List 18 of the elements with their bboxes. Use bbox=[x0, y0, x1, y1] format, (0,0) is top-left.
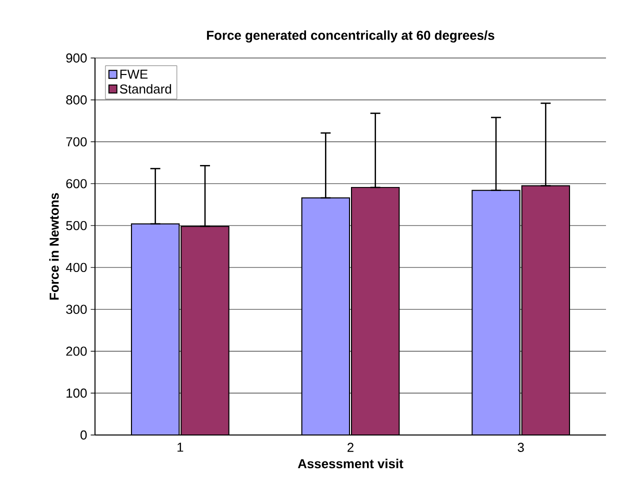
x-axis-title: Assessment visit bbox=[298, 458, 404, 468]
legend-label: Standard bbox=[120, 84, 172, 94]
y-axis-title: Force in Newtons bbox=[49, 193, 59, 300]
y-tick-label: 700 bbox=[66, 137, 87, 146]
y-tick-label: 0 bbox=[80, 430, 87, 440]
y-tick-label: 900 bbox=[66, 53, 87, 63]
y-tick-label: 100 bbox=[66, 388, 87, 398]
y-tick-label: 600 bbox=[66, 179, 87, 188]
x-tick-label: 1 bbox=[178, 442, 184, 452]
y-tick-label: 500 bbox=[66, 220, 87, 230]
y-tick-label: 300 bbox=[66, 304, 87, 314]
x-tick-label: 2 bbox=[348, 442, 354, 452]
y-tick-label: 200 bbox=[66, 346, 87, 356]
y-tick-label: 400 bbox=[66, 262, 87, 272]
chart-title: Force generated concentrically at 60 degrees/s bbox=[207, 30, 494, 43]
y-tick-label: 800 bbox=[66, 95, 87, 104]
legend-label: FWE bbox=[120, 70, 148, 79]
x-tick-label: 3 bbox=[518, 442, 524, 452]
